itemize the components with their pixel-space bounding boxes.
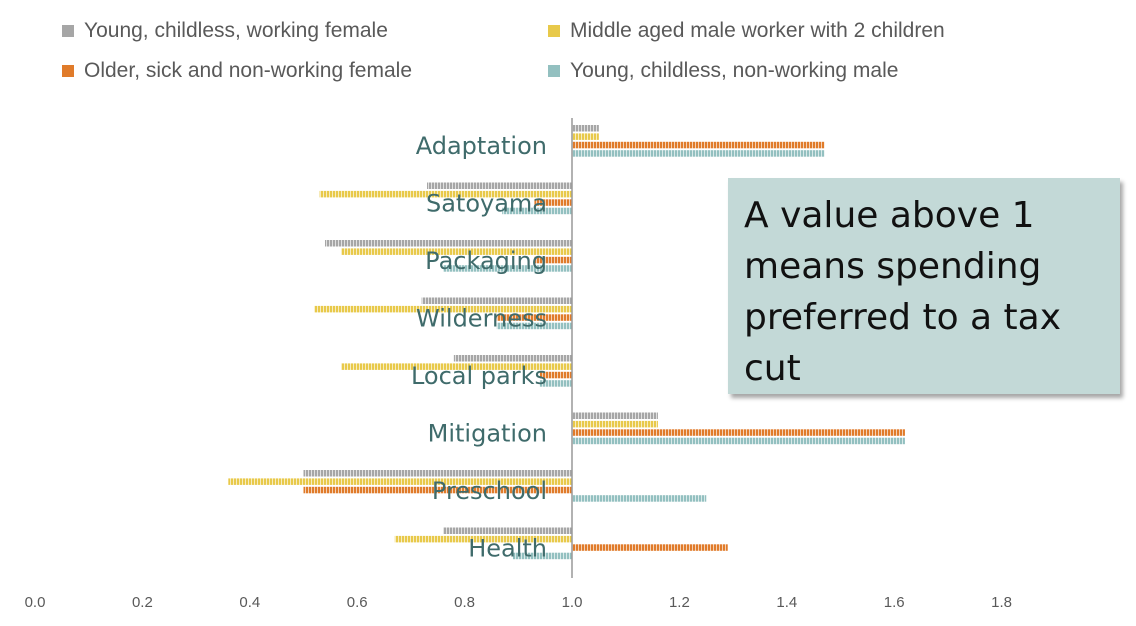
bar: [502, 207, 572, 215]
bar: [314, 305, 572, 313]
legend-item-young-nonworking-male: Young, childless, non-working male: [548, 59, 898, 83]
bar: [572, 429, 905, 436]
category-label: Wilderness: [416, 305, 547, 333]
category-label: Health: [468, 535, 547, 563]
x-tick-label: 1.4: [776, 594, 797, 611]
bar: [496, 322, 572, 330]
bar: [534, 256, 572, 264]
bar: [341, 363, 572, 370]
x-tick-label: 1.2: [669, 594, 690, 611]
bar: [421, 297, 572, 304]
annotation-callout: A value above 1 means spending preferred…: [728, 178, 1120, 394]
category-label: Adaptation: [416, 132, 547, 160]
x-tick-label: 0.4: [239, 594, 260, 611]
legend-swatch: [62, 25, 74, 37]
callout-line-1: A value above 1: [744, 195, 1035, 236]
category-labels: Adaptation Satoyama Packaging Wilderness Loc…: [411, 132, 547, 563]
bar: [394, 535, 572, 543]
bar: [572, 420, 658, 428]
bar: [453, 355, 572, 362]
bar: [496, 314, 572, 321]
bar: [319, 190, 572, 198]
bar: [572, 133, 599, 140]
bar: [572, 150, 825, 157]
legend-label: Young, childless, non-working male: [570, 59, 899, 82]
bar: [324, 240, 572, 247]
bar: [572, 412, 658, 419]
legend-label: Middle aged male worker with 2 children: [570, 19, 945, 42]
x-tick-label: 0.0: [25, 594, 46, 611]
bar: [534, 199, 572, 206]
category-label: Satoyama: [426, 190, 547, 218]
legend-item-young-working-female: Young, childless, working female: [62, 19, 388, 43]
legend-label: Young, childless, working female: [84, 19, 388, 42]
bar: [303, 486, 572, 494]
x-tick-label: 1.8: [991, 594, 1012, 611]
category-label: Local parks: [411, 362, 547, 390]
legend-item-older-sick-female: Older, sick and non-working female: [62, 59, 412, 83]
category-label: Packaging: [425, 247, 547, 275]
x-tick-label: 0.2: [132, 594, 153, 611]
bar: [572, 141, 825, 149]
bar: [341, 248, 572, 255]
category-label: Preschool: [432, 477, 547, 505]
bar: [572, 544, 728, 551]
legend-swatch: [548, 25, 560, 37]
category-label: Mitigation: [428, 420, 547, 448]
bar: [572, 125, 599, 132]
bars-group: [228, 125, 905, 560]
callout-line-2: means spending: [744, 246, 1042, 287]
bar: [443, 527, 572, 534]
legend-swatch: [548, 65, 560, 77]
bar: [303, 470, 572, 477]
bar: [443, 265, 572, 272]
bar: [512, 552, 572, 560]
bar: [539, 371, 572, 379]
bar: [228, 478, 572, 485]
callout-line-3: preferred to a tax cut: [744, 297, 1062, 389]
legend-item-middle-aged-male: Middle aged male worker with 2 children: [548, 19, 945, 43]
x-axis-tick-labels: 0.0 0.2 0.4 0.6 0.8 1.0 1.2 1.4 1.6 1.8: [25, 594, 1012, 611]
x-tick-label: 0.8: [454, 594, 475, 611]
x-tick-label: 1.0: [562, 594, 583, 611]
bar: [427, 182, 572, 189]
legend-swatch: [62, 65, 74, 77]
bar: [572, 495, 707, 502]
legend: Young, childless, working female Middle …: [0, 0, 1136, 100]
x-tick-label: 1.6: [884, 594, 905, 611]
bar: [539, 380, 572, 387]
x-tick-label: 0.6: [347, 594, 368, 611]
legend-label: Older, sick and non-working female: [84, 59, 412, 82]
bar: [572, 437, 905, 445]
